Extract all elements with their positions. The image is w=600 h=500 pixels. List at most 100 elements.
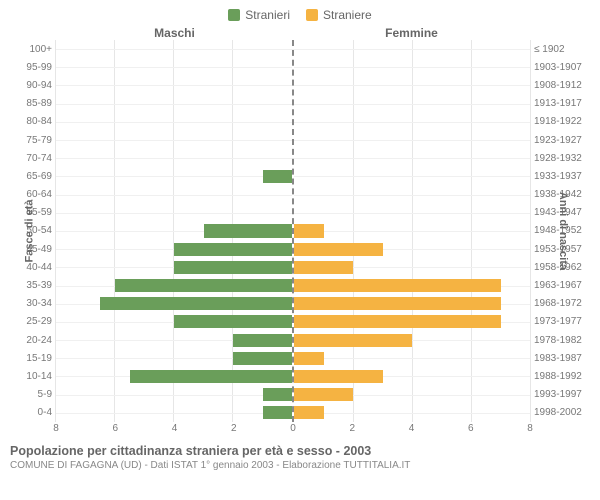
y-left-tick: 100+ bbox=[4, 40, 56, 58]
bar-row bbox=[294, 40, 530, 58]
y-right-tick: 1973-1977 bbox=[530, 313, 596, 331]
bar-row bbox=[56, 386, 292, 404]
y-left-tick: 85-89 bbox=[4, 95, 56, 113]
x-tick: 8 bbox=[53, 423, 59, 434]
y-axis-right-title: Anni di nascita bbox=[557, 192, 569, 270]
population-pyramid-chart: Stranieri Straniere Maschi Femmine Fasce… bbox=[0, 0, 600, 500]
y-right-tick: 1963-1967 bbox=[530, 276, 596, 294]
bar-row bbox=[294, 113, 530, 131]
female-bar bbox=[294, 261, 353, 274]
y-left-tick: 0-4 bbox=[4, 404, 56, 422]
female-bar bbox=[294, 279, 501, 292]
y-right-tick: 1983-1987 bbox=[530, 349, 596, 367]
x-tick: 4 bbox=[172, 423, 178, 434]
female-bar bbox=[294, 224, 324, 237]
legend-swatch-male bbox=[228, 9, 240, 21]
column-title-female: Femmine bbox=[293, 26, 530, 40]
bar-row bbox=[56, 222, 292, 240]
bar-row bbox=[294, 258, 530, 276]
bar-row bbox=[56, 313, 292, 331]
column-title-male: Maschi bbox=[56, 26, 293, 40]
y-axis-right: Anni di nascita ≤ 19021903-19071908-1912… bbox=[530, 40, 596, 422]
bar-row bbox=[294, 367, 530, 385]
bar-row bbox=[56, 404, 292, 422]
male-bar bbox=[263, 406, 293, 419]
bar-row bbox=[56, 40, 292, 58]
bar-row bbox=[56, 367, 292, 385]
male-bar bbox=[233, 334, 292, 347]
y-right-tick: 1978-1982 bbox=[530, 331, 596, 349]
legend-label-male: Stranieri bbox=[245, 8, 290, 22]
x-axis-left: 02468 bbox=[56, 422, 293, 438]
plot-area: Fasce di età 100+95-9990-9485-8980-8475-… bbox=[4, 40, 596, 422]
female-bar bbox=[294, 406, 324, 419]
legend-label-female: Straniere bbox=[323, 8, 372, 22]
bar-row bbox=[56, 240, 292, 258]
bar-row bbox=[294, 240, 530, 258]
female-bar bbox=[294, 334, 412, 347]
x-tick: 2 bbox=[231, 423, 237, 434]
bar-row bbox=[294, 295, 530, 313]
y-left-tick: 5-9 bbox=[4, 386, 56, 404]
x-tick: 2 bbox=[349, 423, 355, 434]
bar-row bbox=[56, 258, 292, 276]
bar-row bbox=[294, 95, 530, 113]
bar-row bbox=[294, 204, 530, 222]
chart-title: Popolazione per cittadinanza straniera p… bbox=[10, 444, 596, 458]
y-left-tick: 65-69 bbox=[4, 167, 56, 185]
y-right-tick: 1933-1937 bbox=[530, 167, 596, 185]
y-axis-left: Fasce di età 100+95-9990-9485-8980-8475-… bbox=[4, 40, 56, 422]
bar-row bbox=[56, 204, 292, 222]
y-right-tick: 1928-1932 bbox=[530, 149, 596, 167]
bar-row bbox=[294, 186, 530, 204]
y-left-tick: 90-94 bbox=[4, 76, 56, 94]
bar-row bbox=[294, 331, 530, 349]
male-bar bbox=[115, 279, 292, 292]
bar-row bbox=[56, 276, 292, 294]
y-left-tick: 25-29 bbox=[4, 313, 56, 331]
female-bar bbox=[294, 297, 501, 310]
bars-area bbox=[56, 40, 530, 422]
female-bar bbox=[294, 315, 501, 328]
male-column bbox=[56, 40, 294, 422]
bar-row bbox=[56, 76, 292, 94]
x-tick: 8 bbox=[527, 423, 533, 434]
bar-row bbox=[294, 404, 530, 422]
y-axis-left-title: Fasce di età bbox=[23, 200, 35, 263]
y-right-tick: 1968-1972 bbox=[530, 295, 596, 313]
y-left-tick: 35-39 bbox=[4, 276, 56, 294]
y-right-tick: 1998-2002 bbox=[530, 404, 596, 422]
bar-row bbox=[56, 167, 292, 185]
y-right-tick: 1988-1992 bbox=[530, 367, 596, 385]
male-bar bbox=[263, 388, 293, 401]
y-right-tick: 1923-1927 bbox=[530, 131, 596, 149]
bar-row bbox=[56, 295, 292, 313]
y-right-tick: 1903-1907 bbox=[530, 58, 596, 76]
bar-row bbox=[294, 167, 530, 185]
bar-row bbox=[294, 349, 530, 367]
male-bar bbox=[263, 170, 293, 183]
x-tick: 4 bbox=[409, 423, 415, 434]
female-bar bbox=[294, 388, 353, 401]
x-axis-right: 2468 bbox=[293, 422, 530, 438]
bar-row bbox=[294, 386, 530, 404]
y-right-tick: ≤ 1902 bbox=[530, 40, 596, 58]
column-titles: Maschi Femmine bbox=[4, 26, 596, 40]
chart-footer: Popolazione per cittadinanza straniera p… bbox=[4, 444, 596, 471]
bar-row bbox=[56, 95, 292, 113]
bar-row bbox=[294, 131, 530, 149]
bar-row bbox=[56, 186, 292, 204]
female-bar bbox=[294, 243, 383, 256]
bar-row bbox=[294, 222, 530, 240]
y-left-tick: 30-34 bbox=[4, 295, 56, 313]
legend-item-male: Stranieri bbox=[228, 8, 290, 22]
bar-row bbox=[56, 58, 292, 76]
legend-swatch-female bbox=[306, 9, 318, 21]
y-left-tick: 15-19 bbox=[4, 349, 56, 367]
male-bar bbox=[100, 297, 292, 310]
x-tick: 6 bbox=[112, 423, 118, 434]
y-right-tick: 1918-1922 bbox=[530, 113, 596, 131]
y-right-tick: 1993-1997 bbox=[530, 386, 596, 404]
male-bar bbox=[174, 243, 292, 256]
bar-row bbox=[56, 131, 292, 149]
